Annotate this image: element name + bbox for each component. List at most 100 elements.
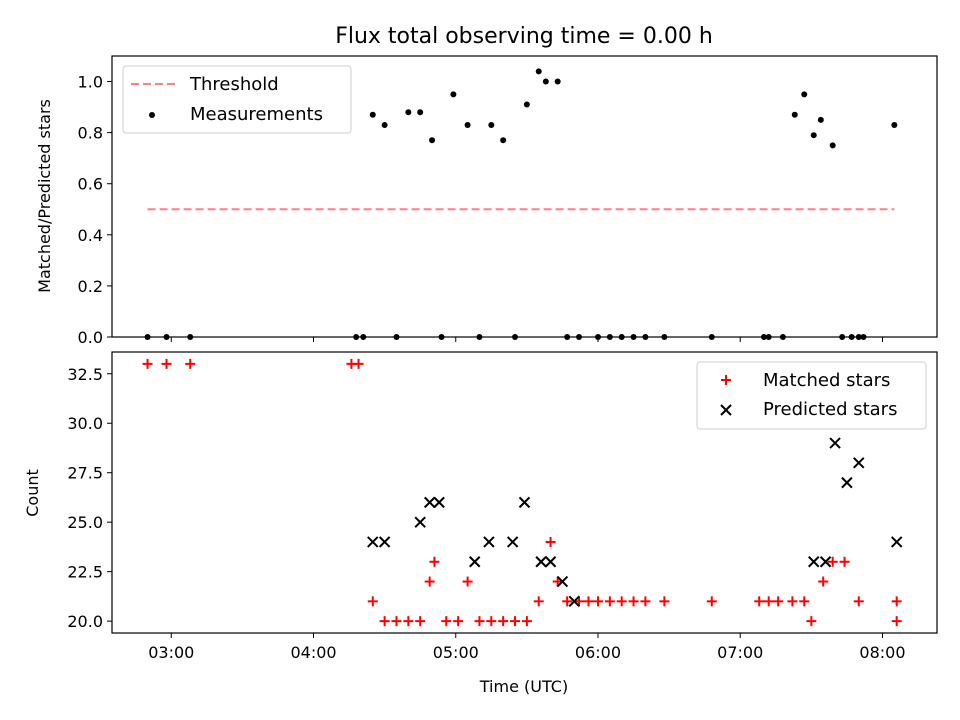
measurement-point — [381, 121, 388, 128]
matched-star-marker — [367, 596, 378, 607]
matched-star-marker — [583, 596, 594, 607]
matched-star-marker — [391, 616, 402, 627]
measurement-point — [817, 116, 824, 123]
legend-threshold-label: Threshold — [189, 74, 279, 95]
measurement-point — [500, 137, 507, 144]
predicted-star-marker — [568, 595, 580, 608]
y-tick-label: 27.5 — [67, 464, 103, 483]
matched-star-marker — [486, 616, 497, 627]
legend-box — [122, 65, 352, 134]
matched-star-marker — [640, 596, 651, 607]
x-tick-label: 05:00 — [433, 643, 479, 662]
chart-title: Flux total observing time = 0.00 h — [335, 24, 713, 49]
predicted-star-marker — [483, 536, 495, 548]
legend-matched-swatch — [721, 375, 731, 385]
matched-star-marker — [628, 596, 639, 607]
matched-star-marker — [592, 596, 603, 607]
matched-star-marker — [562, 596, 573, 607]
plot-frame — [111, 351, 938, 634]
matched-star-marker — [161, 358, 172, 369]
predicted-star-marker — [469, 556, 481, 568]
y-tick-label: 32.5 — [67, 365, 103, 384]
matched-star-marker — [498, 616, 509, 627]
top-panel: 0.0 0.2 0.4 0.6 0.8 1.0 Threshold Measurements — [78, 55, 938, 347]
legend-predicted-swatch — [720, 404, 732, 416]
legend-measurements-label: Measurements — [190, 104, 323, 125]
measurement-point — [542, 78, 549, 85]
y-tick-label: 22.5 — [67, 563, 103, 582]
legend-measurements-swatch — [149, 112, 155, 118]
legend-matched-label: Matched stars — [763, 370, 890, 391]
plot-frame — [111, 55, 938, 338]
measurement-point — [450, 91, 457, 98]
matched-star-marker — [142, 358, 153, 369]
matched-star-marker — [533, 596, 544, 607]
predicted-star-marker — [841, 476, 853, 489]
measurement-point — [535, 68, 542, 75]
measurement-point — [791, 111, 798, 118]
matched-star-marker — [474, 616, 485, 627]
top-y-axis-label: Matched/Predicted stars — [35, 99, 54, 293]
measurement-point — [554, 78, 561, 85]
measurement-point — [801, 91, 808, 98]
y-tick-label: 1.0 — [78, 73, 103, 92]
x-axis-label: Time (UTC) — [479, 677, 568, 696]
predicted-star-marker — [853, 457, 865, 469]
matched-star-marker — [616, 596, 627, 607]
measurement-point — [523, 101, 530, 108]
predicted-star-marker — [535, 556, 547, 568]
y-tick-label: 0.8 — [78, 124, 103, 143]
matched-star-marker — [853, 596, 864, 607]
measurement-point — [488, 121, 495, 128]
matched-star-marker — [510, 616, 521, 627]
predicted-star-marker — [518, 496, 531, 509]
matched-star-marker — [773, 596, 784, 607]
bottom-panel: 20.0 22.5 25.0 27.5 30.0 32.5 03:00 04:00 05:00 0… — [67, 351, 938, 662]
predicted-star-marker — [506, 536, 519, 548]
matched-star-marker — [403, 616, 414, 627]
predicted-star-marker — [423, 496, 436, 509]
measurement-point — [405, 109, 412, 116]
measurement-point — [417, 109, 424, 116]
measurement-point — [891, 121, 898, 128]
predicted-star-marker — [378, 536, 391, 548]
matched-star-marker — [839, 556, 850, 567]
x-tick-label: 08:00 — [859, 643, 905, 662]
matched-star-marker — [763, 596, 774, 607]
predicted-star-marker — [414, 516, 426, 528]
predicted-star-marker — [829, 437, 841, 449]
matched-star-marker — [659, 596, 670, 607]
predicted-star-marker — [819, 556, 832, 568]
predicted-star-marker — [808, 556, 820, 568]
x-tick-label: 06:00 — [575, 643, 621, 662]
predicted-star-marker — [367, 536, 379, 548]
matched-star-marker — [706, 596, 717, 607]
matched-star-marker — [891, 616, 902, 627]
predicted-star-marker — [890, 536, 903, 548]
matched-star-marker — [604, 596, 615, 607]
x-tick-label: 07:00 — [717, 643, 763, 662]
matched-star-marker — [462, 576, 473, 587]
matched-star-marker — [453, 616, 464, 627]
y-tick-label: 0.0 — [78, 328, 103, 347]
matched-star-marker — [799, 596, 810, 607]
y-tick-label: 0.4 — [78, 226, 103, 245]
matched-star-marker — [521, 616, 532, 627]
x-tick-label: 03:00 — [148, 643, 194, 662]
matched-star-marker — [441, 616, 452, 627]
legend-predicted-label: Predicted stars — [763, 399, 897, 420]
matched-star-marker — [415, 616, 426, 627]
y-tick-label: 0.6 — [78, 175, 103, 194]
matched-star-marker — [379, 616, 390, 627]
y-tick-label: 20.0 — [67, 612, 103, 631]
matched-star-marker — [353, 358, 364, 369]
measurement-point — [829, 142, 836, 149]
predicted-star-marker — [433, 496, 445, 509]
measurement-point — [810, 132, 817, 139]
matched-star-marker — [545, 536, 556, 547]
matched-star-marker — [827, 556, 838, 567]
legend: Threshold Measurements — [122, 65, 352, 134]
legend-box — [696, 361, 927, 430]
bottom-y-axis-label: Count — [23, 469, 42, 517]
